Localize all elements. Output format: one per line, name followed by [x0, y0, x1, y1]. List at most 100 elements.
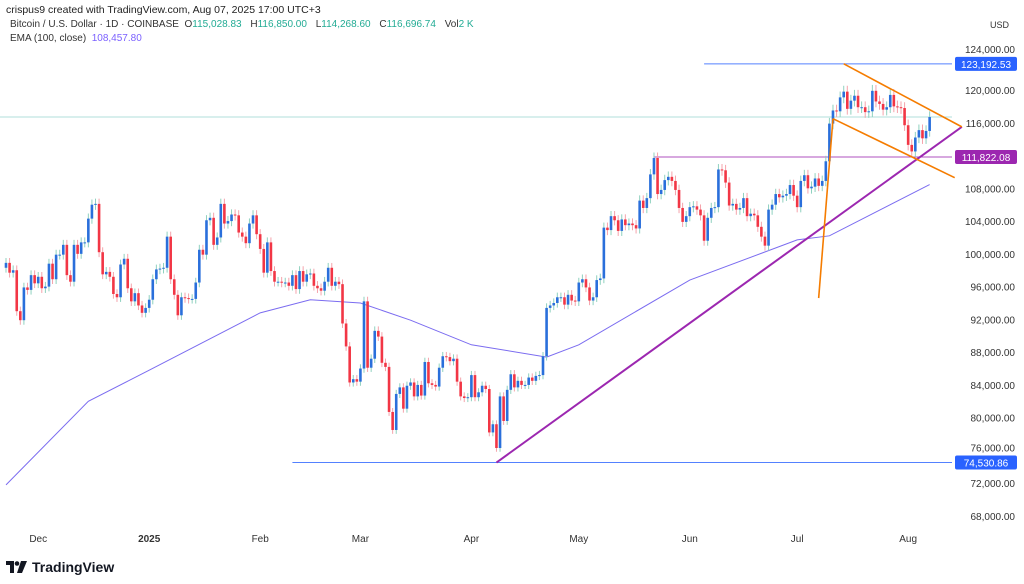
candle-body [777, 194, 781, 198]
candle-body [169, 236, 172, 280]
candle-body [83, 242, 87, 244]
candle-body [609, 216, 613, 231]
candle-body [556, 297, 559, 303]
price-level-badge [955, 56, 1017, 71]
candle-body [273, 271, 276, 282]
candle-body [294, 275, 298, 290]
candle-body [717, 169, 720, 208]
ema-legend[interactable]: EMA (100, close) 108,457.80 [10, 33, 142, 45]
candle-body [276, 281, 280, 283]
y-axis-tick-label: 80,000.00 [971, 414, 1016, 425]
candle-body [738, 207, 742, 210]
candle-body [441, 356, 445, 368]
y-axis-tick-label: 92,000.00 [971, 315, 1016, 326]
x-axis-tick-label: Mar [352, 534, 370, 545]
candle-body [573, 300, 577, 302]
candle-body [509, 374, 513, 390]
candle-body [76, 244, 79, 254]
candle-body [727, 182, 731, 206]
y-axis-tick-label: 124,000.00 [965, 45, 1015, 56]
candle-body [921, 130, 924, 139]
candle-body [194, 282, 198, 299]
candle-body [230, 214, 233, 222]
candle-body [863, 107, 867, 113]
candle-body [309, 273, 312, 275]
candle-body [638, 200, 641, 229]
candle-body [416, 384, 419, 397]
candle-body [126, 258, 130, 289]
candle-body [176, 294, 180, 316]
candle-body [548, 305, 552, 308]
candle-body [147, 299, 151, 308]
candle-body [856, 95, 860, 108]
candle-body [337, 281, 341, 285]
candle-body [860, 107, 863, 109]
candle-body [538, 375, 541, 377]
candle-body [527, 377, 530, 385]
candle-body [15, 270, 19, 312]
candle-body [785, 194, 788, 196]
flag-pole [817, 118, 834, 299]
y-axis-tick-label: 68,000.00 [971, 512, 1016, 523]
pennant-lower [832, 117, 956, 179]
candle-body [205, 220, 208, 255]
candle-body [462, 396, 466, 399]
tradingview-logo[interactable]: TradingView [6, 559, 114, 575]
candle-body [208, 217, 212, 221]
candle-body [40, 276, 44, 289]
candle-body [115, 293, 119, 298]
candle-body [355, 379, 359, 382]
candle-body [588, 287, 591, 301]
candle-body [33, 275, 36, 284]
candle-body [523, 384, 527, 386]
candle-body [348, 346, 351, 383]
candle-body [634, 225, 638, 229]
candle-body [445, 356, 448, 358]
candle-body [713, 207, 717, 209]
candle-body [51, 263, 54, 280]
candle-body [735, 203, 738, 210]
candle-body [405, 385, 409, 409]
candle-body [792, 185, 795, 196]
candle-body [871, 90, 874, 112]
candle-body [928, 117, 931, 131]
ema-value: 108,457.80 [91, 33, 142, 44]
candle-body [334, 281, 337, 286]
symbol-name[interactable]: Bitcoin / U.S. Dollar · 1D · COINBASE [10, 19, 179, 30]
candle-body [298, 271, 301, 290]
candle-body [846, 91, 849, 109]
candle-body [108, 271, 112, 277]
candle-body [11, 270, 15, 273]
candle-body [513, 374, 516, 388]
price-level-badge [955, 149, 1017, 164]
candle-body [323, 281, 326, 291]
candle-body [924, 130, 928, 139]
candle-body [44, 286, 47, 289]
y-axis-tick-label: 72,000.00 [971, 479, 1016, 490]
ema-100-line [5, 184, 930, 486]
candle-body [663, 180, 667, 190]
candle-body [387, 366, 391, 412]
candle-body [559, 297, 563, 299]
candle-body [258, 234, 262, 249]
candle-body [709, 207, 713, 218]
candle-body [305, 274, 309, 282]
candle-body [620, 219, 624, 231]
candle-body [237, 215, 240, 233]
candle-body [65, 244, 69, 276]
candle-body [674, 180, 677, 190]
candle-body [749, 213, 752, 217]
candle-body [430, 383, 434, 385]
tradingview-logo-text: TradingView [32, 559, 115, 575]
candle-body [104, 271, 108, 275]
candle-body [788, 185, 792, 195]
candle-body [484, 385, 488, 390]
candle-body [398, 387, 402, 394]
candle-body [54, 254, 58, 280]
x-axis-tick-label: Jun [682, 534, 698, 545]
candle-body [101, 252, 104, 275]
candle-body [878, 101, 881, 104]
candle-body [649, 174, 652, 199]
candle-body [369, 358, 373, 368]
